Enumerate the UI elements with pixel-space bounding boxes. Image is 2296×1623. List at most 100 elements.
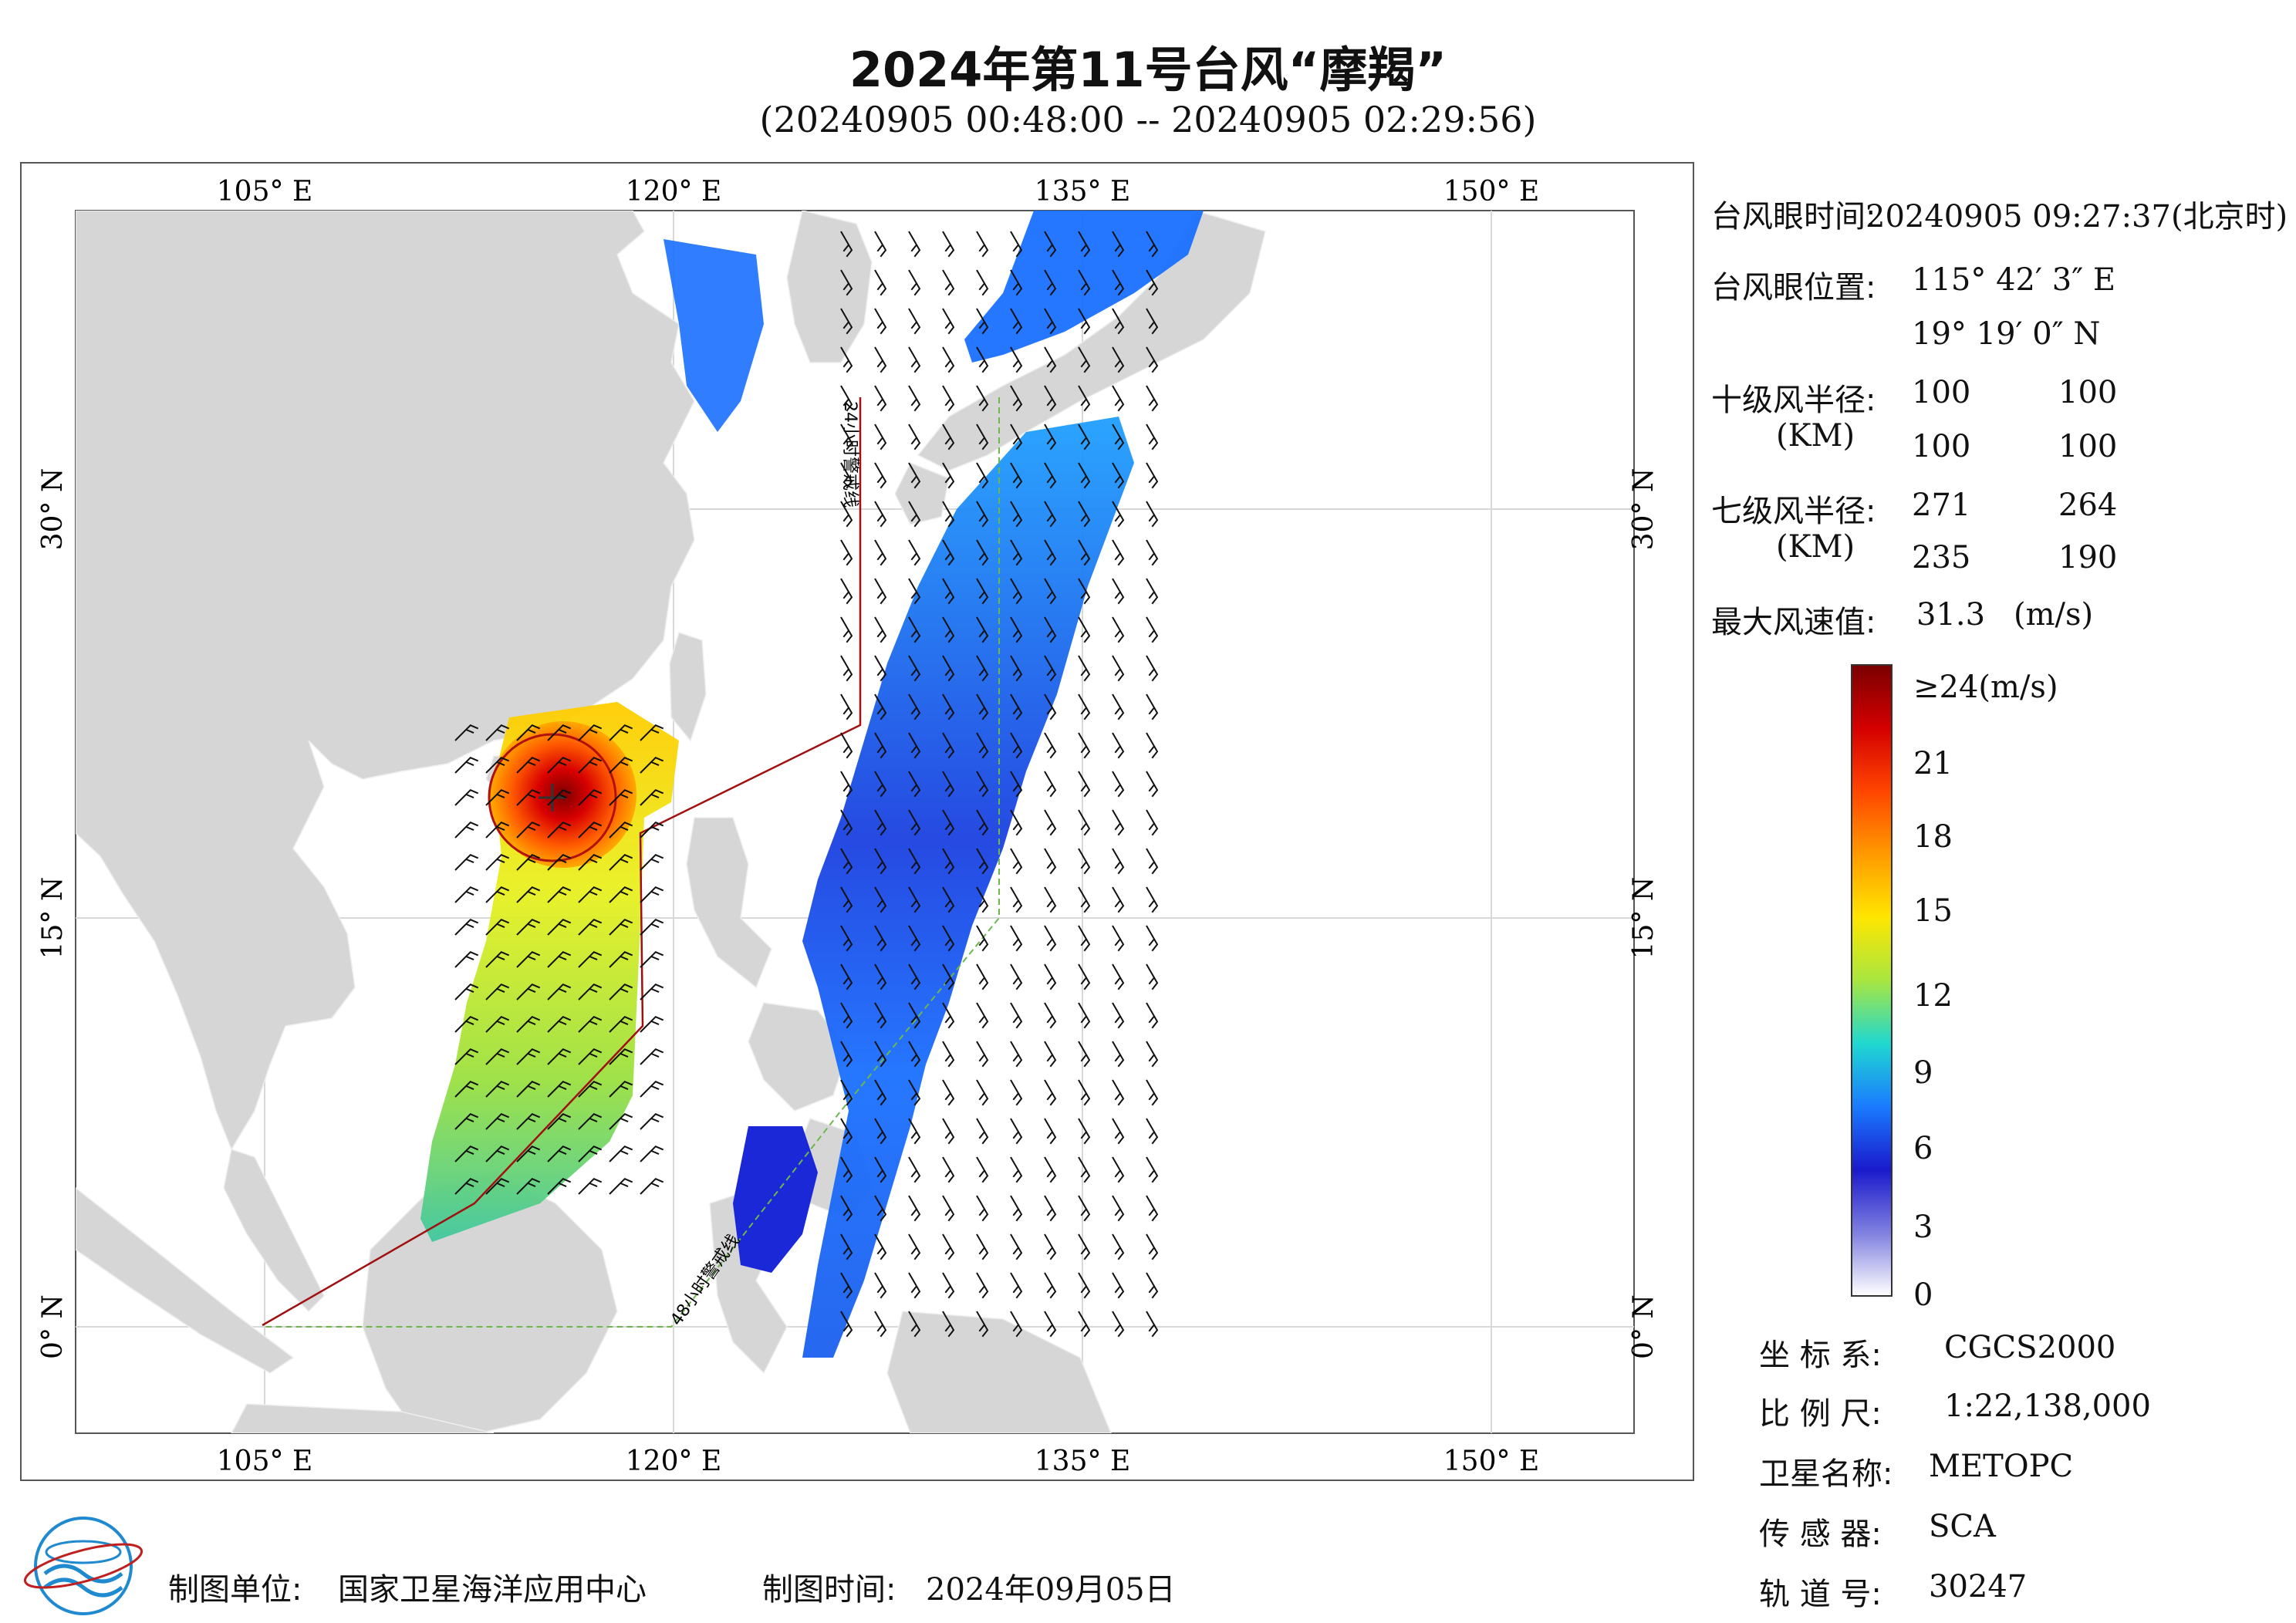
wind-barb bbox=[454, 919, 479, 936]
wind-barb bbox=[1146, 308, 1159, 335]
wind-barb bbox=[1078, 848, 1091, 875]
wind-barb bbox=[1044, 1311, 1057, 1338]
producer-value: 国家卫星海洋应用中心 bbox=[338, 1572, 647, 1608]
wind-barb bbox=[578, 1081, 603, 1098]
colorbar bbox=[1851, 664, 1893, 1297]
wind-barb bbox=[1010, 616, 1023, 643]
wind-barb bbox=[516, 951, 541, 968]
eye-time-value: 20240905 09:27:37(北京时) bbox=[1866, 199, 2288, 235]
wind-barb bbox=[1044, 616, 1057, 643]
colorbar-label: 6 bbox=[1913, 1131, 1933, 1166]
wind-barb bbox=[1146, 809, 1159, 836]
wind-barb bbox=[840, 655, 853, 682]
wind-barb bbox=[1146, 616, 1159, 643]
wind-barb bbox=[1010, 1079, 1023, 1106]
wind-barb bbox=[1044, 1233, 1057, 1260]
wind-barb bbox=[1078, 578, 1091, 605]
wind-barb bbox=[1078, 1233, 1091, 1260]
wind-barb bbox=[1078, 732, 1091, 759]
wind-barb bbox=[609, 886, 633, 903]
wind-barb bbox=[547, 919, 572, 936]
wind-barb bbox=[1044, 963, 1057, 990]
wind-barb bbox=[1146, 501, 1159, 528]
wind-barb bbox=[1010, 578, 1023, 605]
wind-barb bbox=[874, 693, 887, 720]
wind-barb bbox=[547, 757, 572, 774]
wind-barb bbox=[609, 1081, 633, 1098]
wind-barb bbox=[1010, 423, 1023, 450]
r10-value: 100 bbox=[2058, 429, 2118, 464]
wind-barb bbox=[1112, 886, 1125, 913]
wind-barb bbox=[874, 1041, 887, 1068]
r10-unit: (KM) bbox=[1776, 418, 1855, 454]
wind-barb bbox=[874, 231, 887, 258]
eye-lon: 115° 42′ 3″ E bbox=[1912, 262, 2116, 298]
wind-barb bbox=[1146, 1272, 1159, 1299]
wind-barb bbox=[1078, 385, 1091, 412]
eye-pos-label: 台风眼位置: bbox=[1711, 270, 1876, 305]
wind-barb bbox=[578, 1048, 603, 1065]
lon-tick: 105° E bbox=[217, 1446, 312, 1477]
wind-barb bbox=[942, 886, 955, 913]
wind-barb bbox=[942, 1002, 955, 1029]
wind-barb bbox=[942, 462, 955, 489]
wind-barb bbox=[1078, 501, 1091, 528]
wind-barb bbox=[640, 1146, 664, 1162]
wind-barb bbox=[609, 1048, 633, 1065]
wind-barb bbox=[908, 771, 921, 798]
wind-barb bbox=[1112, 732, 1125, 759]
wind-barb bbox=[908, 655, 921, 682]
wind-barb bbox=[1044, 1079, 1057, 1106]
r10-value: 100 bbox=[1912, 429, 1971, 464]
wind-barb bbox=[1112, 539, 1125, 566]
wind-barb bbox=[942, 1118, 955, 1145]
wind-barb bbox=[1010, 732, 1023, 759]
wind-barb bbox=[547, 984, 572, 1000]
wind-barb bbox=[1112, 655, 1125, 682]
wind-barb bbox=[976, 886, 989, 913]
wind-barb bbox=[640, 984, 664, 1000]
wind-barb bbox=[578, 724, 603, 741]
wind-barb bbox=[1146, 423, 1159, 450]
wind-barb bbox=[1112, 1311, 1125, 1338]
colorbar-label: 9 bbox=[1913, 1055, 1933, 1091]
wind-barb bbox=[976, 848, 989, 875]
wind-barb bbox=[609, 854, 633, 871]
wind-barb bbox=[1112, 925, 1125, 952]
wind-barb bbox=[840, 385, 853, 412]
wind-barb bbox=[609, 822, 633, 838]
wind-barb bbox=[840, 1311, 853, 1338]
wind-barb bbox=[1112, 501, 1125, 528]
wind-barb bbox=[1146, 655, 1159, 682]
wind-barb bbox=[578, 854, 603, 871]
wind-barb bbox=[1078, 809, 1091, 836]
wind-barb bbox=[1078, 693, 1091, 720]
wind-barb bbox=[976, 346, 989, 373]
wind-barb bbox=[1010, 925, 1023, 952]
wind-barb bbox=[516, 1081, 541, 1098]
max-wind-unit: (m/s) bbox=[2014, 597, 2094, 633]
wind-barb bbox=[578, 789, 603, 806]
wind-barb bbox=[609, 1016, 633, 1033]
wind-barb bbox=[1146, 693, 1159, 720]
wind-barb bbox=[1112, 578, 1125, 605]
max-wind-label: 最大风速值: bbox=[1711, 605, 1876, 640]
wind-barb bbox=[840, 346, 853, 373]
wind-barb bbox=[908, 1233, 921, 1260]
wind-barb bbox=[609, 919, 633, 936]
wind-barb bbox=[1010, 346, 1023, 373]
wind-barb bbox=[516, 984, 541, 1000]
wind-barb bbox=[1078, 1195, 1091, 1222]
wind-barb bbox=[942, 385, 955, 412]
wind-barb bbox=[454, 886, 479, 903]
wind-barb bbox=[908, 385, 921, 412]
wind-barb bbox=[547, 724, 572, 741]
wind-barb bbox=[874, 848, 887, 875]
wind-barb bbox=[454, 854, 479, 871]
wind-barb bbox=[1146, 848, 1159, 875]
wind-barb bbox=[485, 822, 510, 838]
wind-barb bbox=[1078, 1156, 1091, 1183]
wind-barb bbox=[976, 1118, 989, 1145]
wind-barb bbox=[1146, 925, 1159, 952]
